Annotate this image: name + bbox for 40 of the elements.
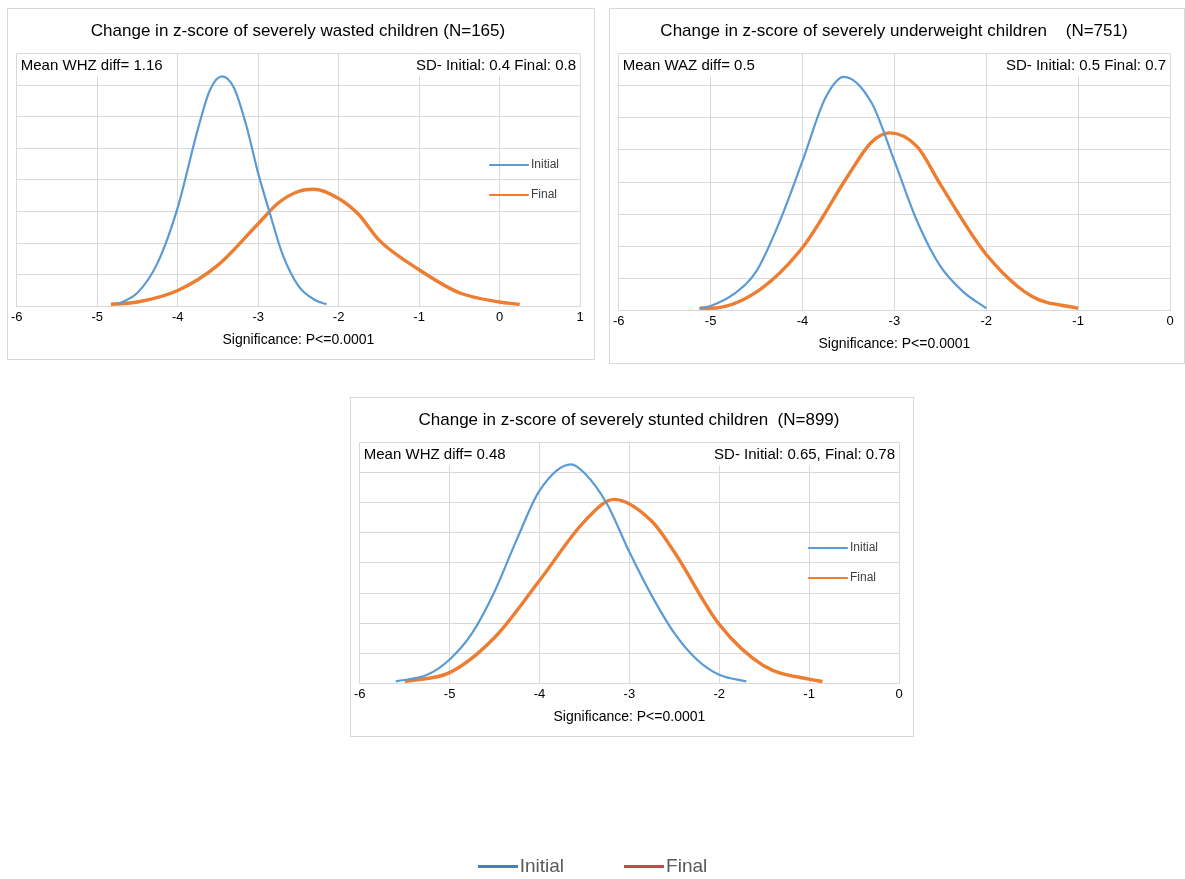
category-label: Final — [666, 855, 708, 877]
x-axis-title: Significance: P<=0.0001 — [818, 335, 971, 352]
x-tick-label: 0 — [495, 308, 504, 324]
legend-label: Initial — [850, 540, 879, 555]
x-tick-label: -1 — [1072, 312, 1084, 328]
x-tick-label: -6 — [354, 685, 366, 701]
x-tick-label: -6 — [613, 312, 625, 328]
x-tick-label: -2 — [980, 312, 993, 328]
chart-title: Change in z-score of severely underweight children (N=751) — [660, 20, 1128, 40]
x-tick-label: -3 — [252, 308, 264, 324]
x-tick-label: -1 — [413, 308, 425, 324]
text: SD- Initial: 0.5 Final: 0.7 — [1005, 55, 1167, 73]
x-tick-label: 0 — [1166, 312, 1174, 328]
x-tick-label: -2 — [713, 685, 726, 701]
legend-label: Initial — [531, 157, 560, 172]
text: SD- Initial: 0.4 Final: 0.8 — [415, 55, 577, 73]
text: Mean WHZ diff= 1.16 — [20, 55, 163, 73]
x-axis-title: Significance: P<=0.0001 — [222, 331, 375, 348]
x-tick-label: -5 — [91, 308, 104, 324]
legend-label: Final — [531, 187, 558, 202]
x-tick-label: -1 — [803, 685, 815, 701]
chart-title: Change in z-score of severely wasted children (N=165) — [90, 20, 506, 40]
x-tick-label: -5 — [704, 312, 717, 328]
x-tick-label: 0 — [895, 685, 903, 701]
x-axis-title: Significance: P<=0.0001 — [553, 708, 706, 725]
x-tick-label: -4 — [533, 685, 546, 701]
chart-title: Change in z-score of severely stunted children (N=899) — [418, 409, 840, 429]
x-tick-label: -3 — [623, 685, 636, 701]
category-label: Initial — [519, 855, 565, 877]
x-tick-label: -6 — [11, 308, 23, 324]
x-tick-label: -2 — [332, 308, 345, 324]
text: Mean WAZ diff= 0.5 — [622, 55, 755, 73]
x-tick-label: -4 — [796, 312, 809, 328]
x-tick-label: -5 — [443, 685, 456, 701]
x-tick-label: -4 — [171, 308, 184, 324]
legend-label: Final — [850, 570, 877, 585]
x-tick-label: 1 — [576, 308, 584, 324]
text: SD- Initial: 0.65, Final: 0.78 — [714, 444, 896, 462]
text: Mean WHZ diff= 0.48 — [363, 444, 506, 462]
x-tick-label: -3 — [888, 312, 901, 328]
